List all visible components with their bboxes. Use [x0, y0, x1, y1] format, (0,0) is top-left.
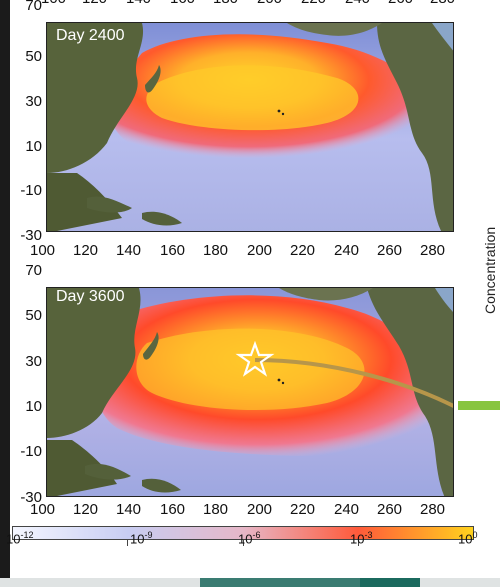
day-label-bottom: Day 3600: [56, 288, 125, 305]
colorbar: [12, 526, 474, 556]
star-icon: [235, 340, 275, 377]
xtick: 100: [30, 242, 56, 259]
xtick: 260: [377, 501, 403, 518]
colorbar-label: 10-3: [350, 530, 373, 547]
map-panel-day-3600: [46, 287, 454, 497]
xtick: 180: [203, 501, 229, 518]
xtick: 160: [160, 242, 186, 259]
ytick: -30: [20, 227, 42, 244]
colorbar-tick: [127, 540, 128, 546]
ytick: 50: [25, 307, 42, 324]
top-xtick: 180: [213, 0, 238, 6]
colorbar-side-label: Concentration: [482, 226, 498, 314]
map-panel-day-2400: [46, 22, 454, 232]
ytick: 30: [25, 93, 42, 110]
bottom-strip-segment: [200, 578, 360, 587]
ytick: 10: [25, 398, 42, 415]
xtick: 260: [377, 242, 403, 259]
ytick: 10: [25, 138, 42, 155]
top-xtick: 200: [257, 0, 282, 6]
xtick: 160: [160, 501, 186, 518]
colorbar-label: 100: [458, 530, 478, 547]
day-label-top: Day 2400: [56, 27, 125, 44]
xtick: 280: [420, 242, 446, 259]
ytick: 70: [25, 262, 42, 279]
xtick: 120: [73, 242, 99, 259]
ytick: 70: [25, 0, 42, 14]
top-xtick: 100: [41, 0, 66, 6]
xtick: 240: [334, 242, 360, 259]
colorbar-label: 10-12: [6, 530, 34, 547]
top-xtick: 280: [430, 0, 455, 6]
ocean-concentration-map: [47, 288, 453, 496]
xtick: 140: [116, 501, 142, 518]
ytick: -30: [20, 489, 42, 506]
top-xtick: 160: [170, 0, 195, 6]
ocean-concentration-map: [47, 23, 453, 231]
bottom-strip-segment: [360, 578, 420, 587]
ytick: -10: [20, 182, 42, 199]
xtick: 220: [290, 501, 316, 518]
colorbar-label: 10-6: [238, 530, 261, 547]
xtick: 140: [116, 242, 142, 259]
bottom-strip: [0, 578, 500, 587]
green-marker-bar: [458, 401, 500, 410]
ytick: 30: [25, 353, 42, 370]
top-xtick: 220: [301, 0, 326, 6]
xtick: 100: [30, 501, 56, 518]
colorbar-gradient: [12, 526, 474, 540]
top-xtick: 120: [82, 0, 107, 6]
top-xtick: 140: [126, 0, 151, 6]
colorbar-tick: [358, 540, 359, 546]
colorbar-tick: [243, 540, 244, 546]
xtick: 220: [290, 242, 316, 259]
left-frame-bar: [0, 0, 10, 587]
top-xtick: 260: [388, 0, 413, 6]
xtick: 240: [334, 501, 360, 518]
xtick: 180: [203, 242, 229, 259]
xtick: 280: [420, 501, 446, 518]
top-xtick: 240: [345, 0, 370, 6]
xtick: 200: [247, 242, 273, 259]
track-line: [254, 358, 453, 408]
colorbar-label: 10-9: [130, 530, 153, 547]
ytick: -10: [20, 443, 42, 460]
ytick: 50: [25, 48, 42, 65]
xtick: 120: [73, 501, 99, 518]
xtick: 200: [247, 501, 273, 518]
